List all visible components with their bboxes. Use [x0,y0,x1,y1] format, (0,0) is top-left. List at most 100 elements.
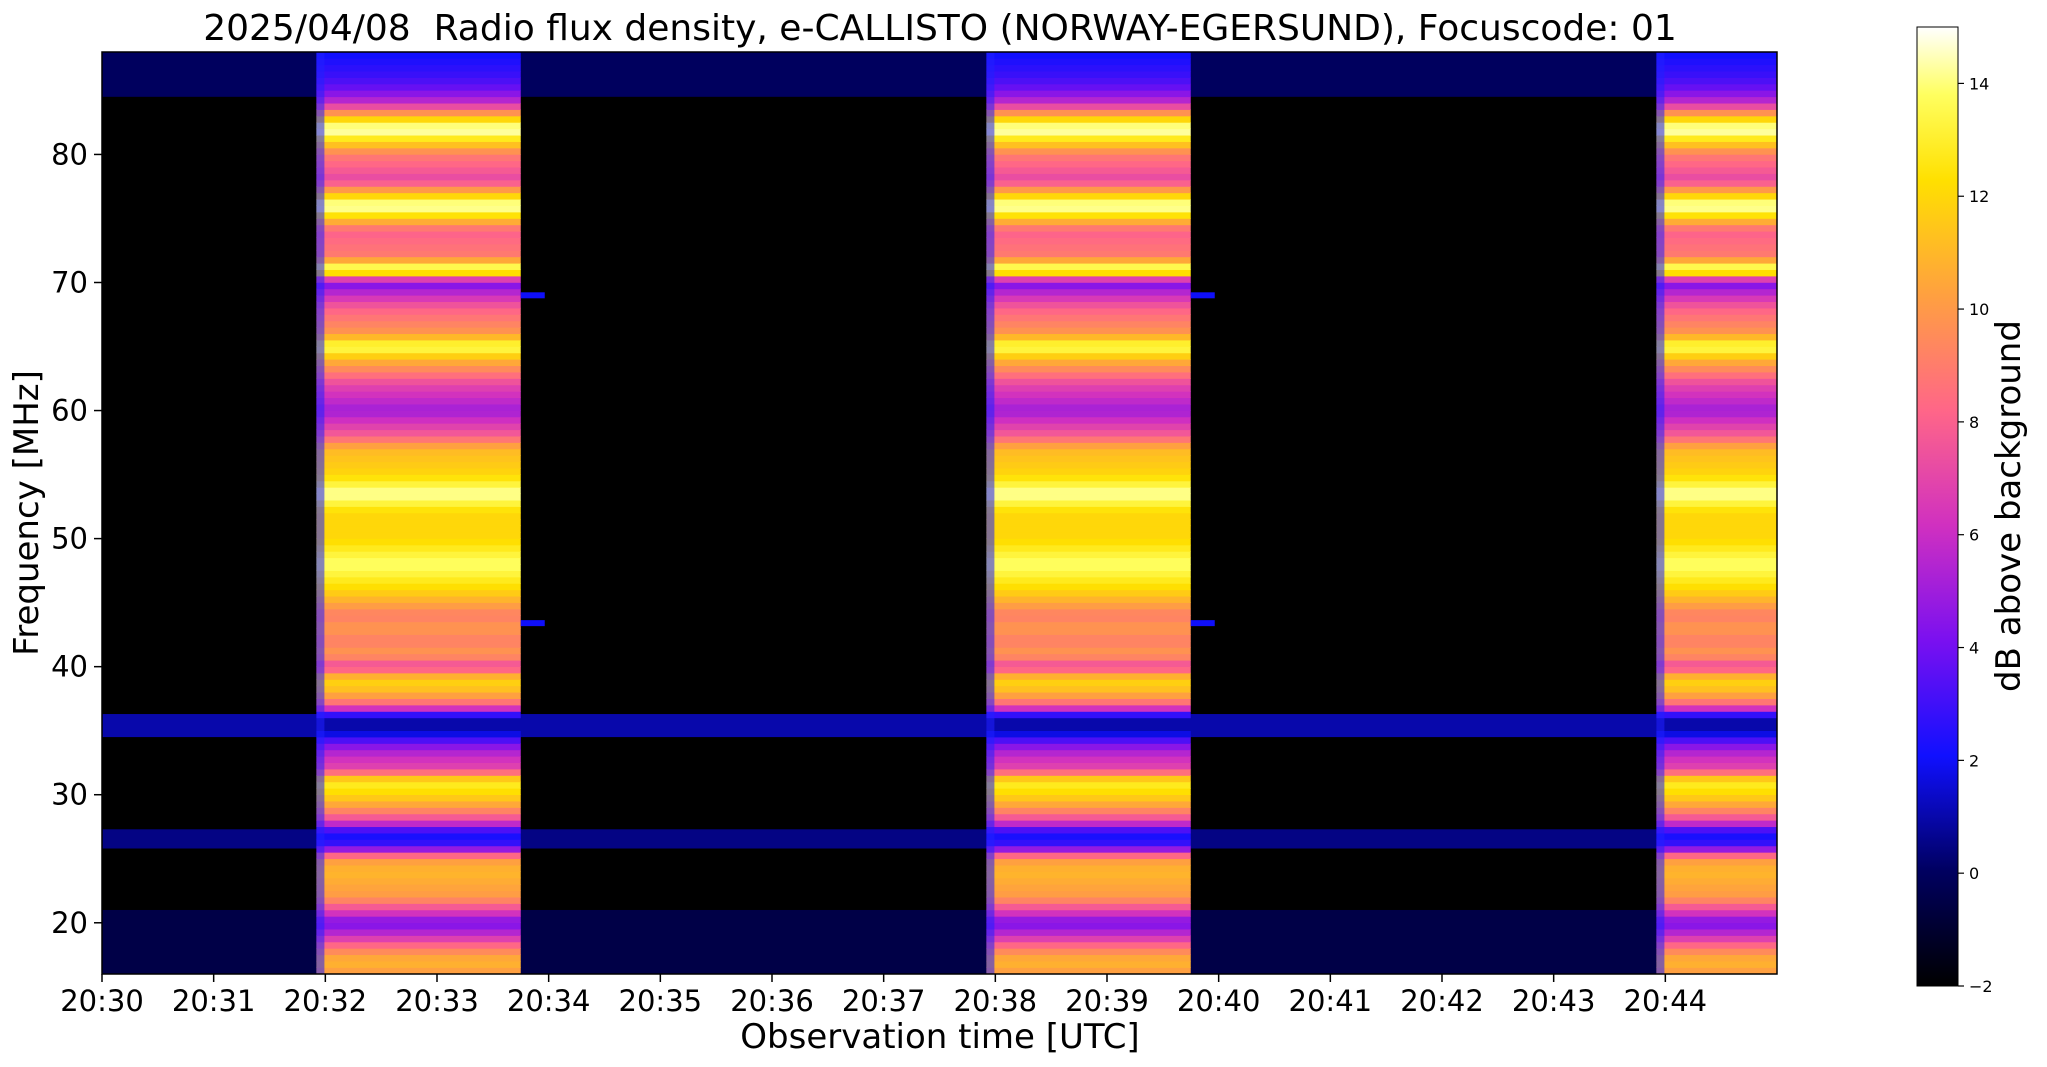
heatmap-cell [316,378,521,386]
heatmap-cell [316,83,521,91]
heatmap-cell [986,77,1191,85]
heatmap-cell [1656,378,1777,386]
heatmap-cell [986,512,1191,520]
heatmap-cell [316,499,521,507]
heatmap-cell [316,698,521,706]
heatmap-cell [1656,346,1777,354]
heatmap-cell [1656,192,1777,200]
heatmap-cell [986,378,1191,386]
heatmap-cell [1656,608,1777,616]
colorbar: −2 0 2 4 6 8 10 12 14 dB above background [1916,26,2029,996]
heatmap-cell [1656,704,1777,712]
x-tick-label: 20:39 [1065,984,1149,1018]
heatmap-cell [1656,173,1777,181]
heatmap-cell [1656,666,1777,674]
heatmap-cell [986,896,1191,904]
heatmap-cell [316,269,521,277]
heatmap-cell [316,877,521,885]
heatmap-cell [1656,198,1777,206]
y-tick-label: 30 [51,778,88,812]
heatmap-cell [1656,679,1777,687]
heatmap-cell [316,115,521,123]
heatmap-cell [316,820,521,828]
heatmap-cell [986,845,1191,853]
heatmap-cell [316,243,521,251]
heatmap-cell [1656,96,1777,104]
heatmap-cell [986,160,1191,168]
heatmap-cell [986,403,1191,411]
heatmap-cell [986,698,1191,706]
heatmap-cell [316,474,521,482]
heatmap-cell [316,256,521,264]
heatmap-cell [986,269,1191,277]
heatmap-cell [316,224,521,232]
heatmap-cell [986,237,1191,245]
heatmap-cell [986,544,1191,552]
heatmap-cell [316,160,521,168]
heatmap-cell [1656,487,1777,495]
y-tick-label: 40 [51,650,88,684]
heatmap-cell [316,935,521,943]
heatmap-cell [316,896,521,904]
heatmap-cell [986,122,1191,130]
heatmap-cell [316,602,521,610]
heatmap-cell [316,58,521,66]
heatmap-cell [1656,864,1777,872]
heatmap-cell [316,480,521,488]
heatmap-cell [986,397,1191,405]
heatmap-cell [316,659,521,667]
heatmap-cell [316,903,521,911]
heatmap-cell [316,704,521,712]
heatmap-cell [316,576,521,584]
heatmap-cell [1656,269,1777,277]
spectral-marker [1190,620,1215,627]
heatmap-cell [986,589,1191,597]
heatmap-cell [986,371,1191,379]
heatmap-cell [986,884,1191,892]
heatmap-cell [1656,339,1777,347]
heatmap-cell [1656,807,1777,815]
heatmap-cell [1656,224,1777,232]
heatmap-cell [316,262,521,270]
heatmap-cell [316,621,521,629]
heatmap-cell [986,173,1191,181]
heatmap-cell [316,800,521,808]
heatmap-cell [1656,327,1777,335]
x-tick-label: 20:32 [284,984,368,1018]
heatmap-cell [316,723,521,731]
heatmap-cell [986,64,1191,72]
heatmap-cell [316,410,521,418]
heatmap-cell [316,615,521,623]
heatmap-cell [986,807,1191,815]
x-tick-label: 20:31 [172,984,256,1018]
heatmap-cell [316,141,521,149]
heatmap-cell [1656,576,1777,584]
heatmap-cell [316,768,521,776]
burst-onset-edge [1656,52,1665,974]
heatmap-cell [1656,602,1777,610]
heatmap-cell [316,359,521,367]
heatmap-cell [986,346,1191,354]
heatmap-cell [316,339,521,347]
heatmap-cell [986,813,1191,821]
heatmap-cell [1656,52,1777,59]
heatmap-cell [986,768,1191,776]
heatmap-cell [986,672,1191,680]
heatmap-cell [986,525,1191,533]
heatmap-cell [1656,538,1777,546]
heatmap-cell [986,595,1191,603]
heatmap-cell [1656,64,1777,72]
heatmap-cell [316,762,521,770]
heatmap-cell [986,250,1191,258]
heatmap-cell [316,890,521,898]
x-tick-label: 20:43 [1512,984,1596,1018]
heatmap-cell [316,109,521,117]
heatmap-cell [1656,499,1777,507]
heatmap-cell [986,90,1191,98]
colorbar-tick-label: 14 [1969,74,1989,93]
heatmap-cell [1656,903,1777,911]
heatmap-cell [986,775,1191,783]
heatmap-cell [316,467,521,475]
heatmap-cell [986,583,1191,591]
heatmap-cell [986,487,1191,495]
